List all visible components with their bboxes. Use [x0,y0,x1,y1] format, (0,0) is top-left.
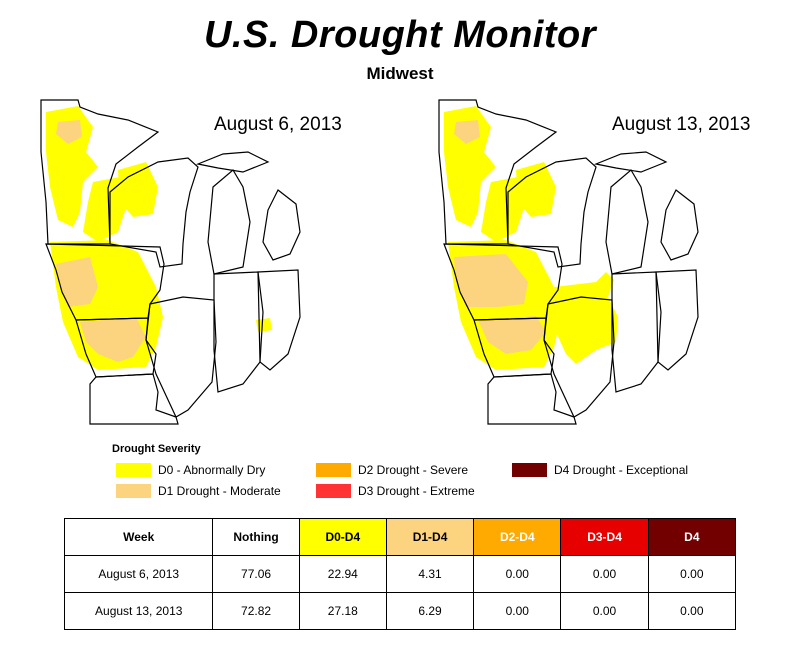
region-subtitle: Midwest [366,64,434,83]
header-d1-d4: D1-D4 [385,518,475,556]
cell-d0-d4: 27.18 [298,592,387,630]
drought-stats-table: Week Nothing D0-D4 D1-D4 D2-D4 D3-D4 D4 … [63,518,737,630]
legend-swatch-d0 [116,463,151,477]
cell-nothing: 72.82 [212,592,300,630]
table-row: August 13, 2013 72.82 27.18 6.29 0.00 0.… [63,592,737,630]
header-d0-d4: D0-D4 [298,518,387,556]
map-date-label: August 6, 2013 [214,114,342,135]
header-week: Week [63,518,214,556]
cell-d1-d4: 6.29 [385,592,475,630]
legend-label: D4 Drought - Exceptional [554,463,689,477]
d1-area [56,257,98,307]
legend-swatch-d2 [316,463,351,477]
legend-item-d4: D4 Drought - Exceptional [512,463,712,479]
legend-label: D3 Drought - Extreme [358,484,475,498]
map-date-label: August 13, 2013 [612,114,751,135]
d1-area [454,120,480,144]
d0-area [554,272,618,364]
header-d3-d4: D3-D4 [560,518,649,556]
legend-title: Drought Severity [112,443,201,455]
header-d2-d4: D2-D4 [473,518,562,556]
d0-area [481,177,526,242]
cell-d3-d4: 0.00 [560,592,649,630]
cell-nothing: 77.06 [212,555,300,593]
legend-item-d3: D3 Drought - Extreme [316,484,496,500]
legend-label: D0 - Abnormally Dry [158,463,266,477]
table-row: August 6, 2013 77.06 22.94 4.31 0.00 0.0… [63,555,737,593]
midwest-map-svg [438,99,699,425]
state-boundaries [438,99,699,425]
d0-area [118,162,158,217]
legend-swatch-d3 [316,484,351,498]
cell-d3-d4: 0.00 [560,555,649,593]
table-header-row: Week Nothing D0-D4 D1-D4 D2-D4 D3-D4 D4 [63,518,737,556]
cell-week: August 13, 2013 [63,592,214,630]
cell-d4: 0.00 [647,555,737,593]
drought-legend: Drought Severity D0 - Abnormally Dry D1 … [112,443,732,503]
drought-map-week-2: August 13, 2013 [436,92,796,437]
legend-swatch-d1 [116,484,151,498]
midwest-map-svg [40,99,301,425]
legend-item-d0: D0 - Abnormally Dry [116,463,296,479]
d1-area [80,317,146,362]
drought-map-week-1: August 6, 2013 [38,92,398,437]
cell-d0-d4: 22.94 [298,555,387,593]
cell-d1-d4: 4.31 [385,555,475,593]
page-title: U.S. Drought Monitor [203,14,597,56]
cell-d2-d4: 0.00 [473,555,562,593]
state-boundaries [40,99,301,425]
legend-item-d2: D2 Drought - Severe [316,463,496,479]
header-d4: D4 [647,518,737,556]
legend-item-d1: D1 Drought - Moderate [116,484,296,500]
d0-area [256,318,272,332]
d1-area [56,120,82,144]
legend-label: D1 Drought - Moderate [158,484,281,498]
header-nothing: Nothing [212,518,300,556]
d1-area [478,316,546,354]
legend-swatch-d4 [512,463,547,477]
legend-label: D2 Drought - Severe [358,463,469,477]
d0-area [83,177,128,242]
d0-area [516,162,556,217]
cell-d4: 0.00 [647,592,737,630]
cell-d2-d4: 0.00 [473,592,562,630]
d1-area [454,254,528,307]
cell-week: August 6, 2013 [63,555,214,593]
